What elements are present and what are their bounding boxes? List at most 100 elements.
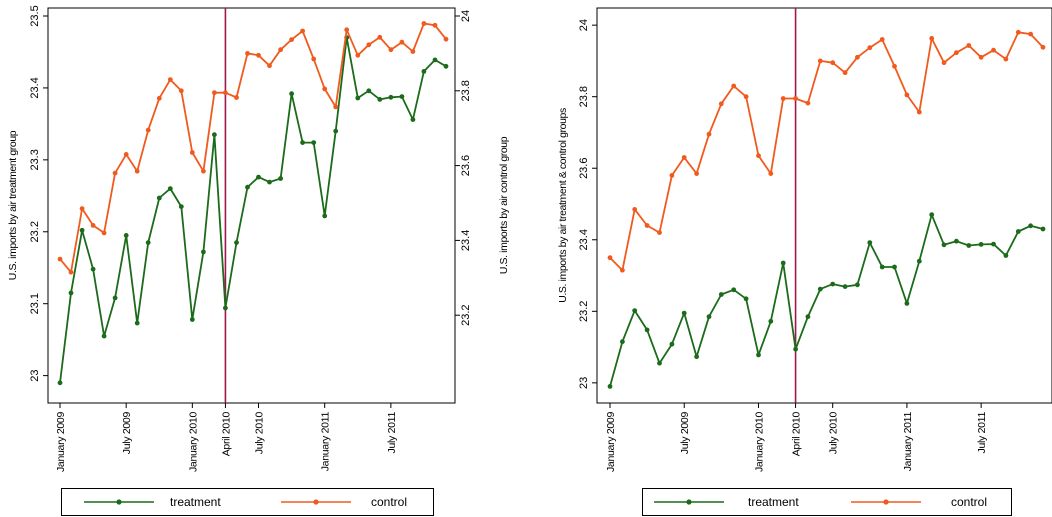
x-tick-label: April 2010 [791, 412, 803, 457]
treatment-data-point [731, 287, 737, 293]
control-data-point [322, 86, 328, 92]
x-tick-label: January 2009 [55, 412, 67, 472]
y2-tick-label: 23.8 [460, 80, 472, 101]
control-data-point [432, 22, 438, 28]
treatment-data-point [842, 284, 848, 289]
treatment-data-point [694, 354, 699, 360]
left-chart-frame [47, 7, 456, 404]
treatment-data-point [780, 260, 786, 266]
treatment-data-point [68, 290, 74, 296]
control-data-point [311, 56, 317, 62]
control-data-point [941, 60, 947, 66]
x-tick-label: July 2009 [121, 412, 133, 455]
control-data-point [234, 95, 239, 100]
y-tick-label: 23.1 [29, 293, 41, 314]
control-data-point [68, 269, 74, 275]
treatment-data-point [706, 314, 712, 320]
treatment-data-point [410, 117, 416, 122]
treatment-data-point [223, 305, 228, 311]
control-data-point [830, 60, 836, 66]
control-data-point [718, 101, 724, 107]
control-data-point [929, 36, 935, 41]
treatment-data-point [743, 296, 749, 302]
treatment-data-point [145, 240, 151, 246]
treatment-data-point [991, 241, 996, 247]
control-data-point [892, 63, 897, 69]
y-tick-label: 23.5 [29, 5, 41, 26]
control-data-point [694, 171, 699, 177]
control-data-point [112, 170, 118, 176]
control-data-point [756, 153, 761, 159]
treatment-data-point [607, 384, 613, 389]
treatment-data-point [123, 233, 129, 238]
treatment-data-point [377, 97, 383, 102]
x-tick-label: July 2010 [254, 412, 266, 455]
control-data-point [1015, 29, 1021, 35]
control-data-point [101, 230, 107, 236]
x-tick-label: January 2011 [320, 412, 332, 472]
legend-label-control: control [371, 495, 408, 509]
treatment-data-point [178, 204, 184, 210]
y-axis-label: U.S. imports by air treatment group [7, 130, 19, 280]
legend-label-treatment: treatment [748, 495, 799, 509]
control-data-point [743, 94, 749, 100]
treatment-data-point [632, 308, 638, 313]
treatment-data-point [388, 94, 394, 100]
y2-tick-label: 24 [460, 10, 472, 22]
control-data-point [1028, 31, 1033, 37]
control-data-point [134, 168, 140, 174]
control-data-point [178, 88, 184, 94]
control-data-point [289, 37, 294, 42]
treatment-data-point [966, 243, 972, 248]
legend-item-control: control [851, 489, 1026, 515]
control-data-point [632, 207, 638, 212]
y-tick-label: 23 [29, 369, 41, 381]
control-data-point [966, 43, 972, 48]
control-data-point [916, 109, 922, 115]
control-data-point [201, 168, 206, 174]
legend-item-treatment: treatment [654, 489, 829, 515]
y-tick-label: 24 [578, 19, 590, 31]
treatment-data-point [189, 317, 195, 322]
control-data-point [805, 100, 811, 106]
left-chart-panel: 23 23.1 23.2 23.3 23.4 23.5 U.S. imports by ai… [7, 5, 510, 472]
control-data-point [189, 150, 195, 155]
control-data-point [57, 256, 63, 262]
control-data-point [443, 36, 449, 42]
control-data-point [1040, 44, 1046, 50]
control-data-point [681, 155, 687, 160]
control-data-point [817, 58, 823, 64]
y2-axis-label: U.S. imports by air control group [498, 136, 510, 274]
y-tick-label: 23 [578, 377, 590, 389]
treatment-data-point [830, 281, 836, 287]
control-data-point [421, 21, 427, 26]
treatment-data-point [90, 266, 96, 272]
control-data-point [156, 95, 162, 101]
control-data-point [399, 39, 405, 45]
treatment-data-point [134, 320, 140, 326]
treatment-data-point [681, 310, 687, 316]
treatment-data-point [1028, 223, 1033, 229]
treatment-data-point [322, 213, 328, 219]
control-data-point [90, 223, 96, 228]
treatment-data-point [278, 176, 283, 181]
legend-swatch-treatment [654, 499, 724, 505]
control-data-point [1003, 56, 1009, 62]
control-data-point [731, 83, 737, 89]
treatment-data-point [644, 327, 650, 333]
treatment-data-point [867, 240, 873, 246]
treatment-data-point [79, 227, 85, 233]
treatment-data-point [669, 341, 675, 347]
x-tick-label: January 2010 [187, 412, 199, 472]
control-data-point [223, 90, 228, 96]
control-data-point [706, 131, 712, 137]
y-axis-label: U.S. imports by air treatment & control … [557, 108, 569, 303]
x-tick-label: July 2011 [386, 412, 398, 454]
treatment-data-point [978, 242, 984, 247]
right-chart-legend: treatment control [642, 488, 1012, 516]
treatment-data-point [57, 380, 63, 386]
treatment-data-point [101, 333, 107, 339]
y2-tick-label: 23.6 [460, 155, 472, 176]
control-data-point [245, 51, 250, 56]
treatment-data-point [289, 91, 294, 97]
